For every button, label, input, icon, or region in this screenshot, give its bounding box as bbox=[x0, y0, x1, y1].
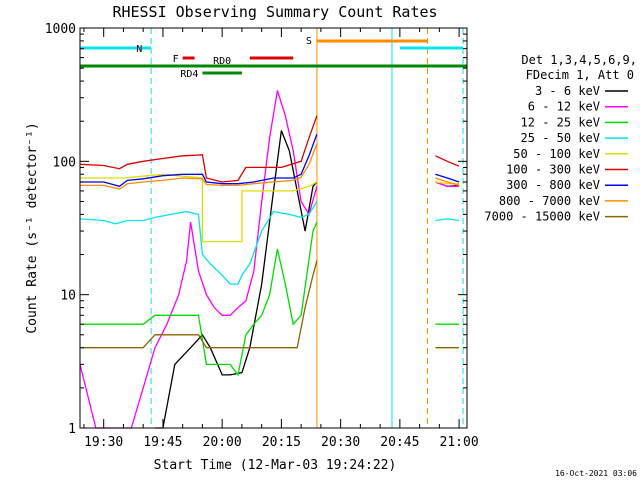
series-line-7-a bbox=[80, 143, 318, 190]
y-tick-label: 100 bbox=[53, 155, 76, 170]
legend-label: 25 - 50 keV bbox=[521, 131, 600, 145]
legend-label: 7000 - 15000 keV bbox=[484, 210, 600, 224]
series-line-6-a bbox=[80, 133, 318, 188]
legend-label: 6 - 12 keV bbox=[528, 100, 600, 114]
y-tick-label: 1 bbox=[68, 422, 76, 437]
series-line-1-a bbox=[79, 90, 318, 429]
x-tick-label: 20:00 bbox=[203, 435, 242, 450]
series-line-5-a bbox=[79, 115, 318, 183]
legend-label: 3 - 6 keV bbox=[535, 84, 600, 98]
series-line-3-b bbox=[435, 218, 460, 222]
legend-label: 800 - 7000 keV bbox=[499, 194, 600, 208]
legend-label: 12 - 25 keV bbox=[521, 115, 600, 129]
flag-label-s: S bbox=[306, 36, 312, 47]
series-line-1-b bbox=[435, 181, 460, 187]
legend-header-fdecim: FDecim 1, Att 0 bbox=[526, 68, 634, 82]
x-tick-label: 20:45 bbox=[380, 435, 419, 450]
series-line-2-a bbox=[80, 221, 318, 377]
series-line-3-a bbox=[79, 201, 318, 285]
series-line-4-a bbox=[80, 173, 318, 243]
y-tick-label: 10 bbox=[60, 289, 76, 304]
legend-label: 100 - 300 keV bbox=[506, 163, 600, 177]
legend: Det 1,3,4,5,6,9,FDecim 1, Att 0 3 - 6 keV… bbox=[484, 53, 637, 224]
legend-label: 50 - 100 keV bbox=[513, 147, 600, 161]
flag-label-f: F bbox=[173, 54, 179, 65]
x-tick-label: 20:30 bbox=[321, 435, 360, 450]
flag-label-n: N bbox=[136, 44, 142, 55]
x-axis-label: Start Time (12-Mar-03 19:24:22) bbox=[154, 458, 397, 473]
x-tick-label: 20:15 bbox=[262, 435, 301, 450]
series-line-5-b bbox=[435, 155, 460, 167]
series-line-8-a bbox=[80, 260, 318, 349]
legend-header-detectors: Det 1,3,4,5,6,9, bbox=[521, 53, 637, 67]
axes: 1 10 100 1000 19:30 19:45 20:00 20:15 20:30 20:45… bbox=[45, 22, 479, 450]
y-axis-label: Count Rate (s⁻¹ detector⁻¹) bbox=[25, 122, 40, 333]
flag-label-rd0: RD0 bbox=[213, 56, 231, 67]
chart-title: RHESSI Observing Summary Count Rates bbox=[112, 3, 437, 21]
series-line-0-a bbox=[155, 130, 318, 429]
x-tick-label: 21:00 bbox=[440, 435, 479, 450]
series-line-6-b bbox=[435, 173, 460, 183]
y-tick-label: 1000 bbox=[45, 22, 76, 37]
legend-label: 300 - 800 keV bbox=[506, 178, 600, 192]
plot-frame bbox=[79, 27, 468, 429]
flag-label-rd4: RD4 bbox=[180, 69, 198, 80]
plot-area: N S F RD0 RD4 bbox=[79, 28, 467, 429]
x-tick-label: 19:45 bbox=[143, 435, 182, 450]
x-tick-label: 19:30 bbox=[84, 435, 123, 450]
timestamp-label: 16-Oct-2021 03:06 bbox=[555, 469, 637, 478]
series-line-7-b bbox=[435, 177, 460, 187]
